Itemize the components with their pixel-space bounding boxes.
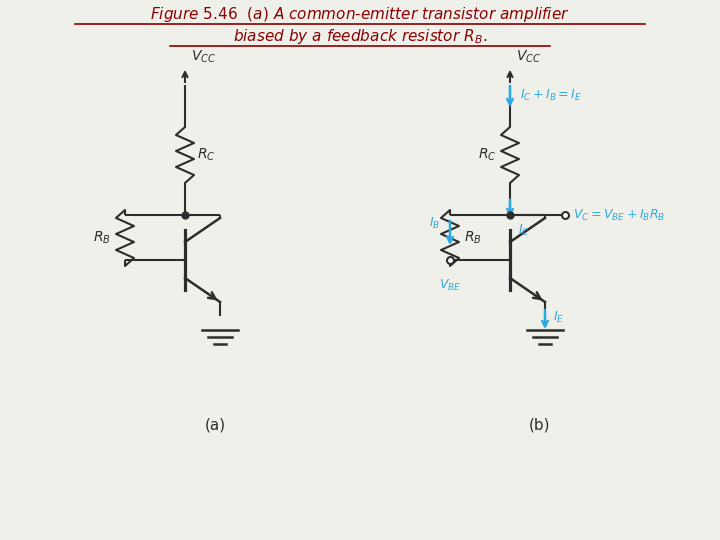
Text: $V_{CC}$: $V_{CC}$: [191, 49, 216, 65]
Text: $I_C + I_B = I_E$: $I_C + I_B = I_E$: [520, 87, 582, 103]
Text: (a): (a): [204, 417, 225, 433]
Text: $\it{biased\ by\ a\ feedback\ resistor}$ $\it{R_B}$$\it{.}$: $\it{biased\ by\ a\ feedback\ resistor}$…: [233, 28, 487, 46]
Text: $V_{BE}$: $V_{BE}$: [439, 278, 461, 293]
Text: (b): (b): [529, 417, 551, 433]
Text: $I_E$: $I_E$: [553, 309, 564, 325]
Text: $R_B$: $R_B$: [94, 230, 111, 246]
Text: $V_{CC}$: $V_{CC}$: [516, 49, 541, 65]
Text: $R_C$: $R_C$: [477, 147, 496, 163]
Text: $V_C = V_{BE} + I_B R_B$: $V_C = V_{BE} + I_B R_B$: [573, 207, 665, 222]
Text: $R_B$: $R_B$: [464, 230, 482, 246]
Text: $I_B$: $I_B$: [429, 215, 440, 231]
Text: $I_C$: $I_C$: [518, 223, 530, 238]
Text: $R_C$: $R_C$: [197, 147, 215, 163]
Text: $\it{Figure\ 5.46\ \ (a)\ A\ common\text{-}emitter\ transistor\ amplifier}$: $\it{Figure\ 5.46\ \ (a)\ A\ common\text…: [150, 5, 570, 24]
